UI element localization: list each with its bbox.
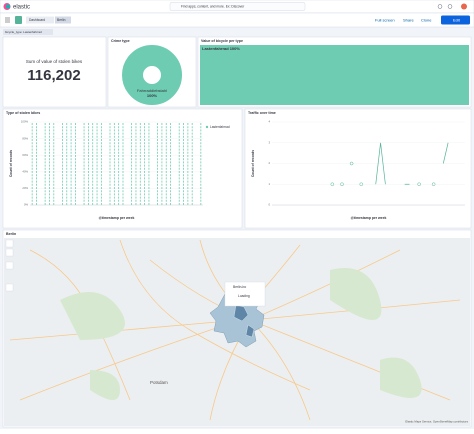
panel <box>2 108 243 229</box>
filter-pill[interactable] <box>3 29 53 35</box>
edit-label: Edit <box>453 17 461 22</box>
tooltip-status: Loading <box>238 294 250 298</box>
news-icon[interactable] <box>447 4 453 9</box>
panel-title: Type of stolen bikes <box>6 111 40 115</box>
map-tool[interactable] <box>5 283 14 292</box>
y-tick-label: 4 <box>268 120 270 124</box>
x-axis-label: @timestamp per week <box>99 216 135 220</box>
filter-text: bicycle_type: Lastenfahrrad <box>5 30 42 34</box>
legend-label: Lastenfahrrad <box>210 125 230 129</box>
y-tick-label: 60% <box>22 153 28 157</box>
point <box>431 182 436 186</box>
legend-swatch <box>205 125 209 129</box>
map-tool[interactable] <box>5 248 14 257</box>
breadcrumb[interactable] <box>55 16 71 24</box>
y-tick-label: 2 <box>268 161 270 165</box>
panel <box>244 108 472 229</box>
logo: elastic <box>13 4 30 10</box>
edit-button[interactable] <box>441 15 470 25</box>
search-box[interactable] <box>169 2 306 11</box>
action[interactable]: Full screen <box>375 17 395 22</box>
y-tick-label: 80% <box>22 136 28 140</box>
breadcrumb[interactable] <box>26 16 54 24</box>
logo-icon <box>6 4 10 9</box>
point <box>340 182 344 186</box>
search-placeholder: Find apps, content, and more. Ex: Discov… <box>181 5 245 9</box>
tooltip-title: Berlin-bo <box>233 285 246 289</box>
y-axis-label: Count of records <box>251 150 255 177</box>
y-tick-label: 40% <box>22 170 28 174</box>
point <box>417 182 421 186</box>
tooltip <box>224 281 266 307</box>
panel-title: Crime type <box>111 39 130 43</box>
metric-label: Sum of value of stolen bikes <box>26 59 83 64</box>
map-tool[interactable] <box>5 239 14 248</box>
y-tick-label: 20% <box>22 186 28 190</box>
app-badge <box>15 16 22 24</box>
help-icon[interactable] <box>437 4 443 9</box>
panel <box>2 36 107 108</box>
cell-value: 100% <box>230 46 241 51</box>
action[interactable]: Share <box>403 17 414 22</box>
breadcrumb-text: Berlin <box>57 18 66 22</box>
park <box>60 268 422 400</box>
place-label: Potsdam <box>150 380 168 385</box>
line <box>375 142 449 185</box>
map[interactable]: Berlin-bo Loading Potsdam Elastic Maps S… <box>4 238 470 426</box>
treemap-cell <box>200 45 469 105</box>
point <box>330 182 335 186</box>
panel-title: Value of bicycle per type <box>201 39 243 43</box>
districts <box>233 304 255 338</box>
map-tool[interactable] <box>5 261 14 270</box>
y-axis-label: Count of records <box>9 150 13 177</box>
cell-name: Lastenfahrrad <box>202 46 229 51</box>
nav-bar <box>0 12 474 28</box>
y-tick-label: 1 <box>268 182 270 186</box>
breadcrumb-text: Dashboard <box>29 18 45 22</box>
slice-value: 100% <box>147 93 158 98</box>
menu-icon[interactable] <box>5 17 10 23</box>
pie-slice <box>122 45 182 105</box>
slice-label: Fahrraddiebstahl <box>137 88 167 93</box>
cell-label: Lastenfahrrad100% <box>202 46 240 51</box>
action[interactable]: Clone <box>421 17 432 22</box>
panel-title: Traffic over time <box>248 111 276 115</box>
metric-value: 116,202 <box>27 67 80 84</box>
avatar[interactable] <box>461 3 467 10</box>
point <box>349 161 354 166</box>
y-tick-label: 100% <box>21 120 29 124</box>
x-axis-label: @timestamp per week <box>351 216 387 220</box>
y-tick-label: 0 <box>268 203 270 207</box>
y-tick-label: 0% <box>24 203 29 207</box>
panel-title: Berlin <box>6 232 16 236</box>
point <box>359 182 364 186</box>
y-tick-label: 3 <box>268 140 270 144</box>
attribution: Elastic Maps Service, OpenStreetMap cont… <box>405 420 468 424</box>
